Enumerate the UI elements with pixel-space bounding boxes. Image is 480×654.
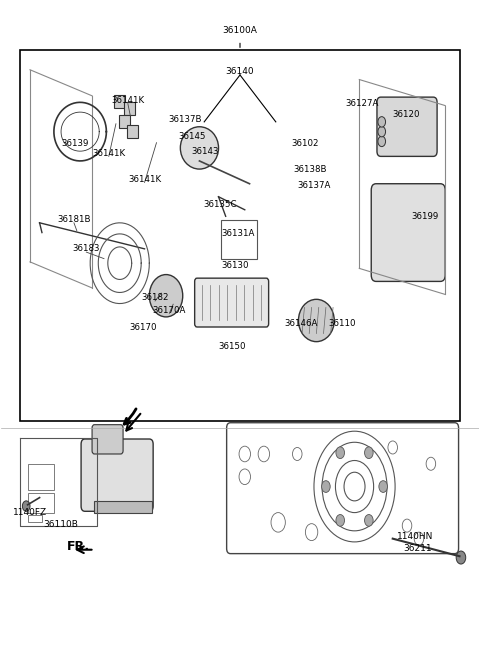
Ellipse shape [299,300,334,341]
Circle shape [379,481,387,492]
Text: 36139: 36139 [61,139,89,148]
Text: 36145: 36145 [179,131,206,141]
Text: 36141K: 36141K [111,96,144,105]
Text: 36141K: 36141K [92,148,125,158]
Text: 36137A: 36137A [297,181,331,190]
Bar [221,220,257,258]
Text: 36150: 36150 [218,342,246,351]
Text: 36131A: 36131A [221,230,255,238]
Text: 36127A: 36127A [345,99,378,108]
Ellipse shape [180,127,218,169]
Text: 1140HN: 1140HN [397,532,434,542]
Text: 36120: 36120 [392,110,420,118]
Bar [28,493,54,513]
Circle shape [322,481,330,492]
Text: 36211: 36211 [403,544,432,553]
Bar [114,95,125,107]
Text: 36110: 36110 [329,319,356,328]
Text: 36182: 36182 [141,293,169,302]
Circle shape [336,447,345,458]
Circle shape [378,126,385,137]
Circle shape [378,116,385,127]
Circle shape [336,515,345,526]
Text: 36141K: 36141K [128,175,161,184]
Bar [28,464,54,490]
Circle shape [364,515,373,526]
Text: 36102: 36102 [292,139,319,148]
FancyBboxPatch shape [92,424,123,454]
Text: FR.: FR. [67,540,90,553]
Text: 36137B: 36137B [168,114,202,124]
Bar [28,515,42,523]
Text: 36181B: 36181B [57,215,91,224]
Text: 36135C: 36135C [203,200,237,209]
Text: 36199: 36199 [411,212,438,221]
Bar [119,115,130,128]
Text: 36140: 36140 [226,67,254,76]
Bar [21,50,459,421]
FancyBboxPatch shape [371,184,445,281]
Text: 36100A: 36100A [223,26,257,35]
Text: 36143: 36143 [192,147,219,156]
FancyBboxPatch shape [195,278,269,327]
FancyBboxPatch shape [81,439,153,511]
Text: 36110B: 36110B [44,521,78,530]
Text: 36183: 36183 [72,245,100,253]
FancyBboxPatch shape [377,97,437,156]
Text: 1140FZ: 1140FZ [13,508,47,517]
Text: 36130: 36130 [221,261,249,269]
Bar [95,501,152,513]
Text: 36170A: 36170A [153,305,186,315]
Text: 36170: 36170 [130,322,157,332]
Circle shape [364,447,373,458]
Bar [127,125,138,138]
Circle shape [23,501,30,511]
Bar [123,102,135,115]
Text: 36138B: 36138B [294,165,327,174]
Circle shape [378,136,385,146]
Circle shape [456,551,466,564]
Text: 36146A: 36146A [284,319,318,328]
Ellipse shape [149,275,183,317]
